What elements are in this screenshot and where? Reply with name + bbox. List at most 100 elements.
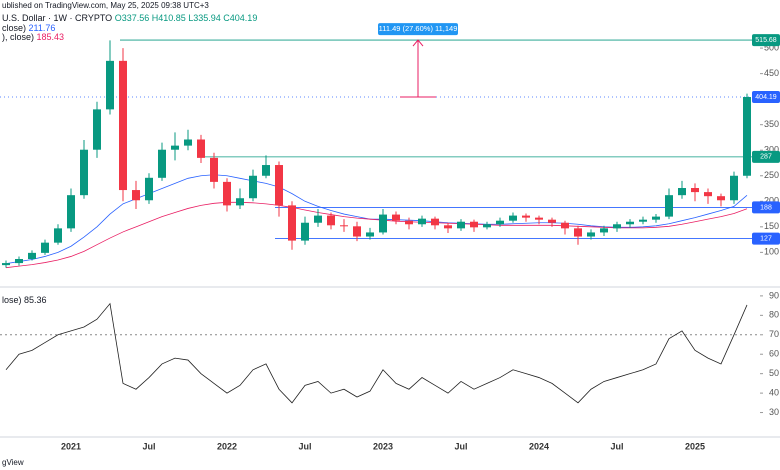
candle-body — [171, 145, 179, 150]
level-box — [752, 150, 780, 163]
candle-body — [652, 216, 660, 220]
rsi-name: lose) — [2, 295, 22, 305]
candle-body — [275, 165, 283, 206]
candle-body — [743, 97, 751, 176]
candle-body — [457, 221, 465, 229]
candle-body — [93, 109, 101, 150]
x-tick-label: 2022 — [217, 441, 237, 451]
rsi-line — [5, 302, 748, 404]
candle-body — [509, 215, 517, 221]
footer: gView — [2, 458, 24, 467]
ma-name: ), close) — [2, 32, 34, 42]
candle-body — [67, 195, 75, 229]
candle-body — [704, 192, 712, 197]
candle-body — [717, 196, 725, 201]
level-label: 287 — [760, 154, 772, 161]
candle-body — [184, 139, 192, 146]
candle-body — [665, 195, 673, 217]
candle-body — [574, 228, 582, 237]
candle-body — [223, 181, 231, 206]
level-box — [752, 91, 780, 104]
candle-body — [145, 177, 153, 201]
symbol: U.S. Dollar · 1W · CRYPTO O337.56 H410.8… — [2, 13, 257, 23]
candle-body — [639, 219, 647, 222]
candle-body — [2, 263, 10, 266]
ma-label: ), close) 185.43 — [2, 32, 64, 42]
x-tick-label: Jul — [142, 441, 155, 451]
candle-body — [54, 228, 62, 243]
x-tick-label: Jul — [298, 441, 311, 451]
candle-body — [496, 220, 504, 225]
level-box — [752, 34, 780, 47]
y-tick-label: 250 — [764, 170, 779, 180]
candle-body — [340, 225, 348, 227]
candle-body — [41, 242, 49, 253]
candle-body — [522, 215, 530, 218]
y-tick-label: 350 — [764, 119, 779, 129]
x-tick-label: Jul — [610, 441, 623, 451]
candle-body — [158, 149, 166, 178]
annotation-box — [378, 23, 458, 36]
annotation: 111.49 (27.60%) 11,149 — [379, 24, 458, 33]
ma-name: close) — [2, 23, 26, 33]
ma-last: 211.76 — [29, 23, 56, 33]
candle-body — [197, 139, 205, 158]
candle-body — [613, 224, 621, 229]
y-tick-label: 500 — [764, 42, 779, 52]
y-tick-label: 150 — [764, 221, 779, 231]
level-box — [752, 232, 780, 245]
y-tick-label: 300 — [764, 145, 779, 155]
rsi-tick-label: 60 — [769, 349, 779, 359]
candle-body — [483, 224, 491, 228]
x-tick-label: Jul — [454, 441, 467, 451]
x-tick-label: 2021 — [61, 441, 81, 451]
candle-body — [561, 222, 569, 229]
candle-body — [119, 60, 127, 191]
candle-body — [28, 252, 36, 259]
candle-body — [80, 149, 88, 196]
candle-body — [587, 232, 595, 237]
rsi-tick-label: 90 — [769, 290, 779, 300]
candle-body — [301, 222, 309, 241]
candle-body — [678, 188, 686, 196]
candle-body — [691, 188, 699, 193]
candle-body — [132, 190, 140, 201]
candle-body — [431, 218, 439, 226]
candle-body — [249, 175, 257, 199]
candle-body — [236, 198, 244, 206]
x-tick-label: 2025 — [685, 441, 705, 451]
candle-body — [392, 214, 400, 221]
x-tick-label: 2024 — [529, 441, 549, 451]
rsi-last: 85.36 — [24, 295, 47, 305]
candle-body — [405, 220, 413, 225]
candle-body — [15, 258, 23, 264]
published: ublished on TradingView.com, May 25, 202… — [2, 1, 209, 10]
moving-average — [5, 201, 748, 269]
candle-body — [288, 205, 296, 241]
rsi-tick-label: 30 — [769, 407, 779, 417]
candle-body — [600, 228, 608, 233]
candle-body — [379, 214, 387, 233]
rsi-tick-label: 80 — [769, 310, 779, 320]
candle-body — [535, 217, 543, 220]
arrow-head — [412, 39, 424, 47]
candle-body — [314, 215, 322, 223]
candle-body — [548, 219, 556, 223]
candle-body — [353, 226, 361, 237]
level-label: 188 — [760, 204, 772, 211]
candle-body — [327, 215, 335, 226]
candle-body — [470, 221, 478, 228]
rsi-label: lose) 85.36 — [2, 295, 47, 305]
y-tick-label: 200 — [764, 196, 779, 206]
candle-body — [262, 165, 270, 176]
candle-body — [106, 60, 114, 110]
ma-last: 185.43 — [37, 32, 65, 42]
candle-body — [730, 175, 738, 201]
moving-average — [5, 174, 748, 264]
candle-body — [210, 157, 218, 182]
level-box — [752, 201, 780, 214]
rsi-tick-label: 40 — [769, 387, 779, 397]
rsi-tick-label: 50 — [769, 368, 779, 378]
